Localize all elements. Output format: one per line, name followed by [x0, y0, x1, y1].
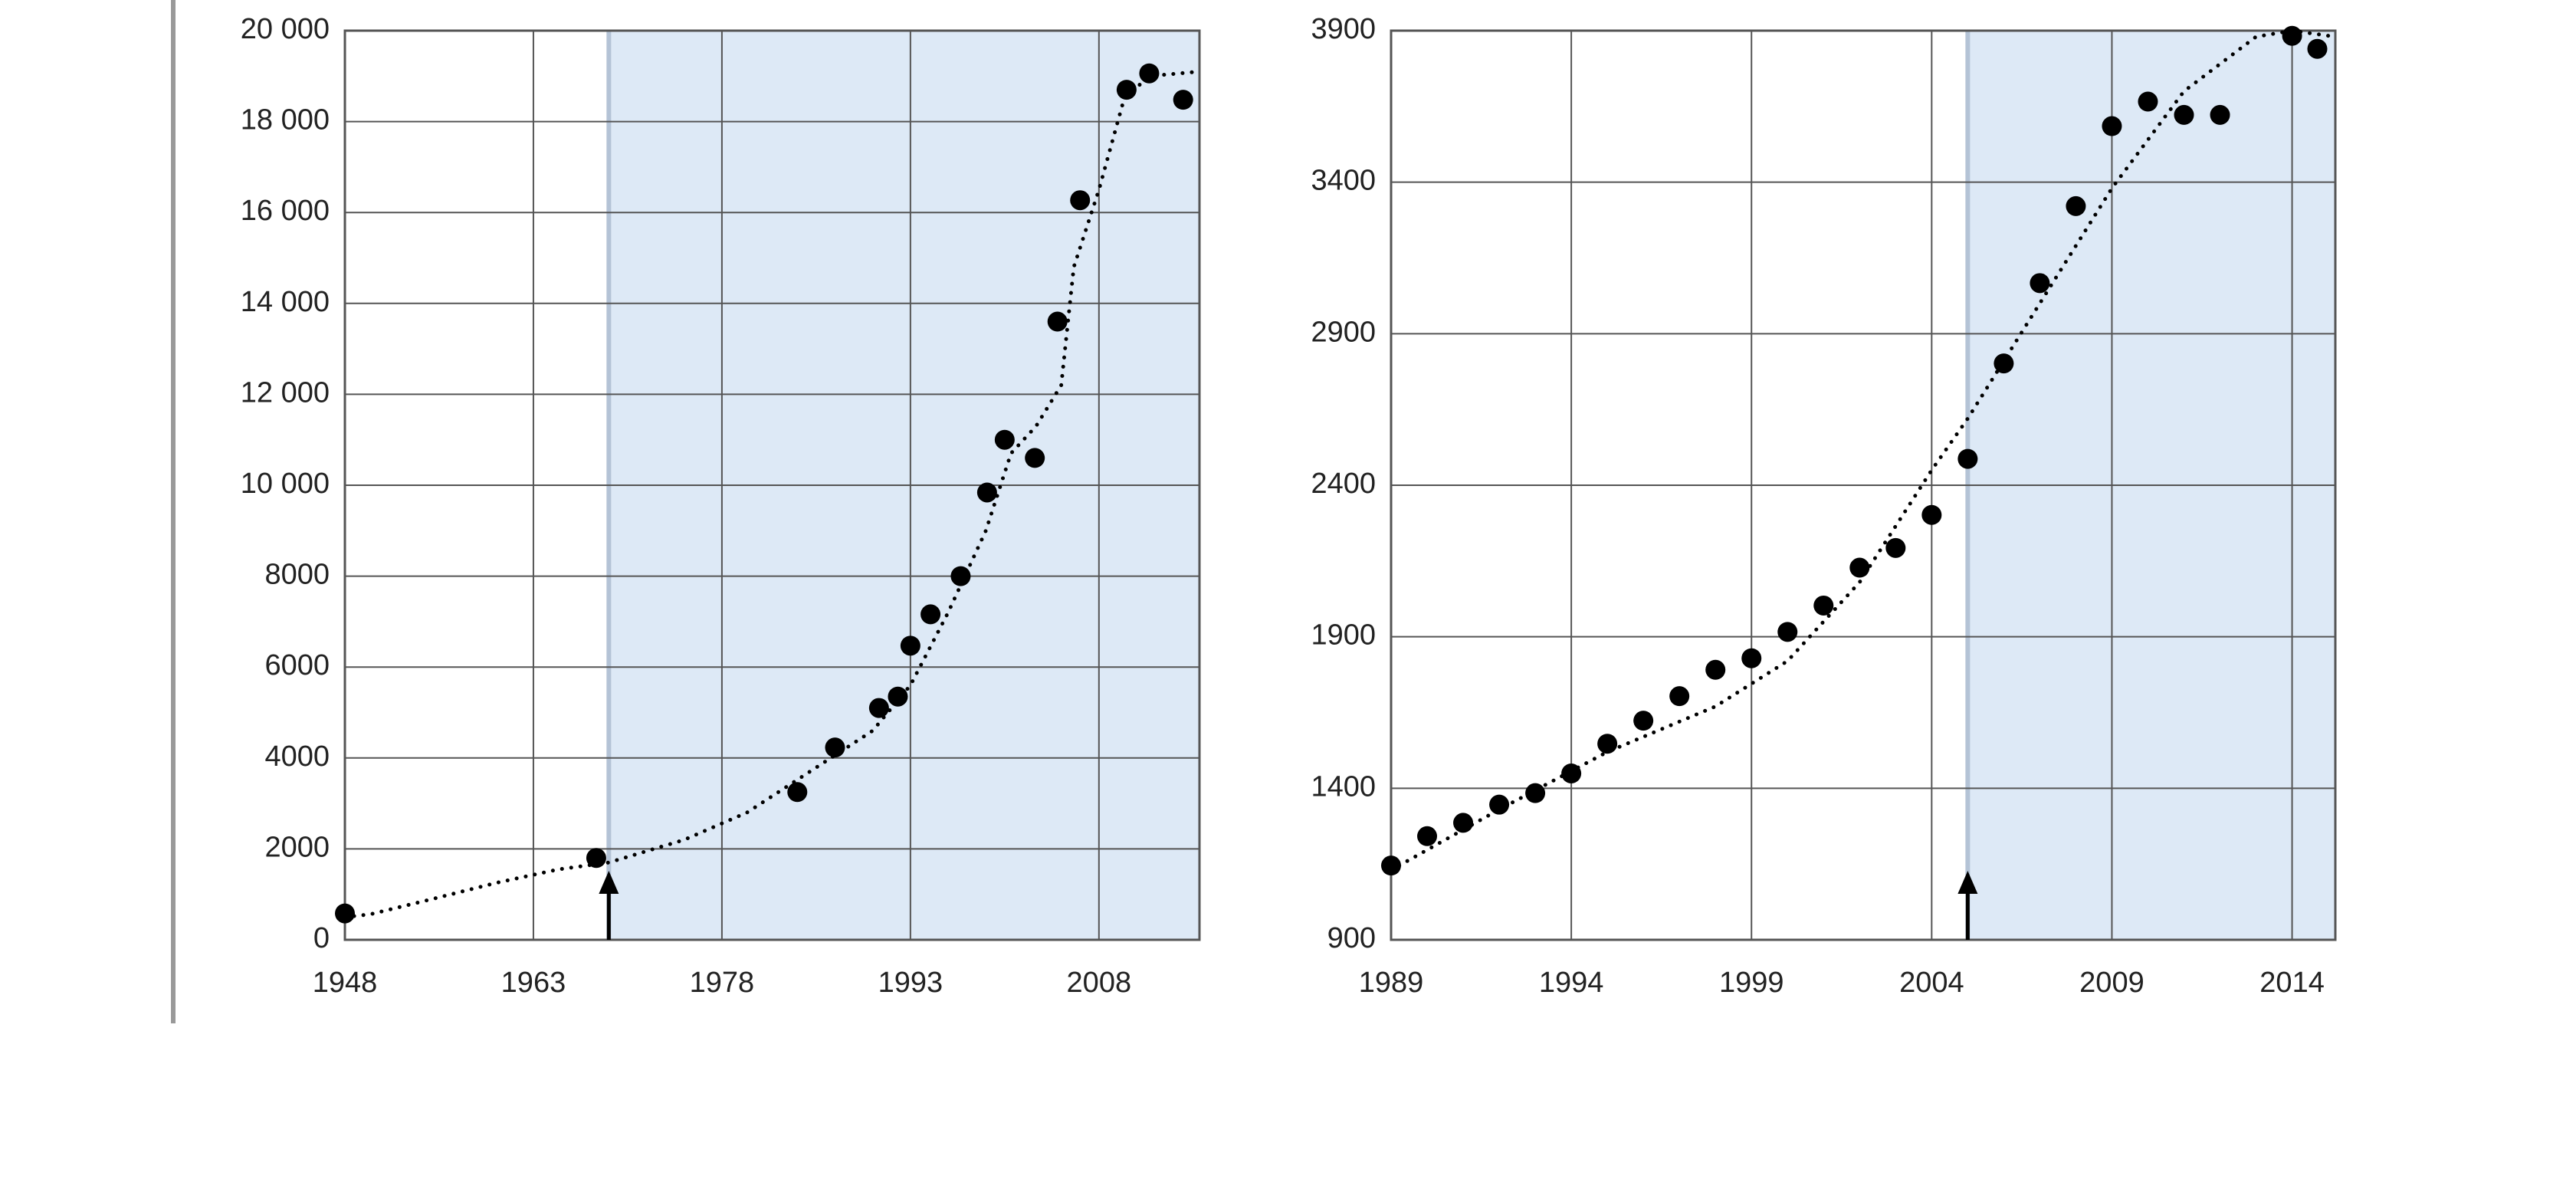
y-tick-label: 16 000 — [241, 195, 330, 227]
data-point — [1597, 734, 1618, 754]
x-tick-label: 1963 — [501, 967, 566, 999]
data-point — [1849, 557, 1870, 578]
data-point — [2102, 116, 2122, 136]
data-point — [1173, 90, 1193, 110]
y-tick-label: 1900 — [1311, 619, 1376, 652]
data-point — [1777, 622, 1798, 642]
y-tick-label: 2400 — [1311, 468, 1376, 500]
data-point — [1047, 311, 1068, 332]
data-point — [1453, 813, 1474, 833]
y-tick-label: 6000 — [264, 649, 330, 681]
y-tick-label: 14 000 — [241, 286, 330, 318]
x-tick-label: 2014 — [2259, 967, 2325, 999]
data-point — [1070, 190, 1091, 211]
data-point — [1885, 537, 1906, 558]
x-tick-label: 2004 — [1899, 967, 1964, 999]
x-tick-label: 1994 — [1539, 967, 1604, 999]
y-tick-label: 2000 — [264, 831, 330, 863]
data-point — [1669, 686, 1690, 707]
data-point — [2307, 38, 2328, 59]
y-tick-label: 12 000 — [241, 376, 330, 409]
data-point — [2210, 104, 2230, 125]
data-point — [2030, 273, 2050, 294]
data-point — [1633, 711, 1654, 731]
x-tick-label: 1989 — [1359, 967, 1424, 999]
data-point — [888, 686, 908, 707]
data-point — [1813, 595, 1834, 616]
data-point — [2174, 104, 2194, 125]
data-point — [900, 635, 920, 656]
y-tick-label: 1400 — [1311, 770, 1376, 803]
y-tick-label: 20 000 — [241, 13, 330, 45]
data-point — [868, 698, 889, 718]
data-point — [1921, 504, 1942, 525]
y-tick-label: 10 000 — [241, 468, 330, 500]
data-point — [2138, 91, 2158, 112]
x-tick-label: 2009 — [2079, 967, 2144, 999]
y-tick-label: 18 000 — [241, 104, 330, 136]
plot-frame — [1390, 29, 2337, 941]
y-tick-label: 2900 — [1311, 316, 1376, 348]
data-point — [1525, 783, 1546, 803]
x-tick-label: 1993 — [878, 967, 943, 999]
data-point — [1705, 659, 1726, 680]
y-tick-label: 4000 — [264, 740, 330, 773]
data-point — [1025, 448, 1045, 468]
data-point — [825, 737, 845, 758]
data-point — [1994, 353, 2014, 374]
data-point — [586, 848, 606, 869]
y-tick-label: 900 — [1327, 922, 1376, 954]
data-point — [1116, 80, 1137, 100]
trend-line — [343, 69, 1202, 919]
arrow-head — [1957, 871, 1978, 894]
data-point — [920, 604, 941, 625]
data-point — [1139, 63, 1160, 84]
data-point — [1417, 826, 1438, 846]
data-point — [1561, 763, 1582, 783]
x-tick-label: 1978 — [690, 967, 755, 999]
y-tick-label: 8000 — [264, 559, 330, 591]
data-point — [335, 903, 355, 924]
x-tick-label: 2008 — [1067, 967, 1132, 999]
data-point — [1957, 448, 1978, 469]
data-point — [2066, 195, 2086, 216]
data-point — [994, 429, 1015, 450]
data-point — [787, 782, 808, 803]
y-tick-label: 3400 — [1311, 165, 1376, 197]
data-point — [1489, 794, 1510, 815]
data-point — [976, 482, 997, 503]
data-point — [1741, 648, 1762, 668]
y-tick-label: 0 — [313, 922, 330, 954]
x-tick-label: 1999 — [1719, 967, 1784, 999]
y-tick-label: 3900 — [1311, 13, 1376, 45]
data-point — [2282, 25, 2302, 46]
data-point — [950, 566, 971, 586]
plot-frame — [343, 29, 1201, 941]
x-tick-label: 1948 — [313, 967, 378, 999]
data-point — [1381, 855, 1401, 876]
arrow-head — [599, 871, 619, 894]
